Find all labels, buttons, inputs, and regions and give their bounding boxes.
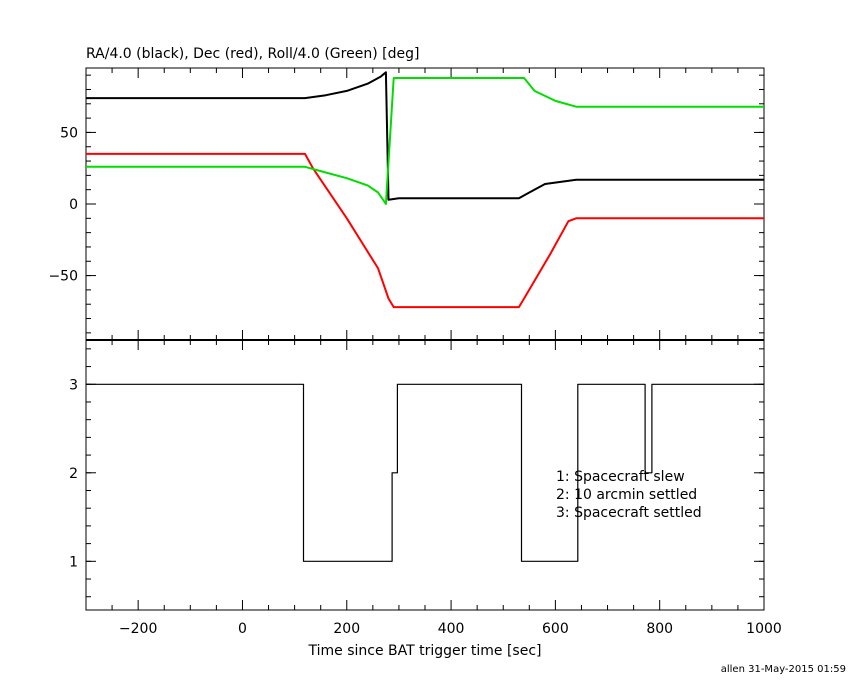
xtick-label: 400: [438, 621, 465, 637]
top-ytick-label: 0: [69, 197, 78, 213]
bottom-series-0: [86, 383, 764, 562]
top-panel-title: RA/4.0 (black), Dec (red), Roll/4.0 (Gre…: [86, 46, 419, 62]
top-ytick-label: −50: [48, 269, 78, 285]
bottom-ytick-label: 3: [69, 377, 78, 393]
xtick-label: 0: [238, 621, 247, 637]
footer-stamp: allen 31-May-2015 01:59: [721, 664, 846, 675]
top-panel-frame: [85, 67, 765, 341]
bottom-ytick-label: 2: [69, 466, 78, 482]
top-ytick-label: 50: [60, 125, 78, 141]
top-series-0: [86, 71, 764, 201]
xtick-label: 600: [542, 621, 569, 637]
bottom-panel-ticks: 1 2 3 −200 0 200 400 600 800 1000: [69, 340, 782, 637]
legend: 1: Spacecraft slew 2: 10 arcmin settled …: [556, 469, 702, 521]
legend-entry-10arcmin: 2: 10 arcmin settled: [556, 487, 697, 503]
top-panel-ticks: −50 0 50: [48, 68, 765, 340]
legend-entry-settled: 3: Spacecraft settled: [556, 505, 702, 521]
legend-entry-slew: 1: Spacecraft slew: [556, 469, 685, 485]
bottom-ytick-label: 1: [69, 554, 78, 570]
xtick-label: 800: [646, 621, 673, 637]
bottom-panel-series: [86, 383, 764, 562]
top-panel-series: [86, 71, 764, 309]
top-series-2: [86, 77, 764, 205]
xtick-label: −200: [119, 621, 157, 637]
xtick-label: 200: [333, 621, 360, 637]
top-series-1: [86, 152, 764, 309]
x-axis-label: Time since BAT trigger time [sec]: [308, 643, 542, 659]
xtick-label: 1000: [746, 621, 782, 637]
